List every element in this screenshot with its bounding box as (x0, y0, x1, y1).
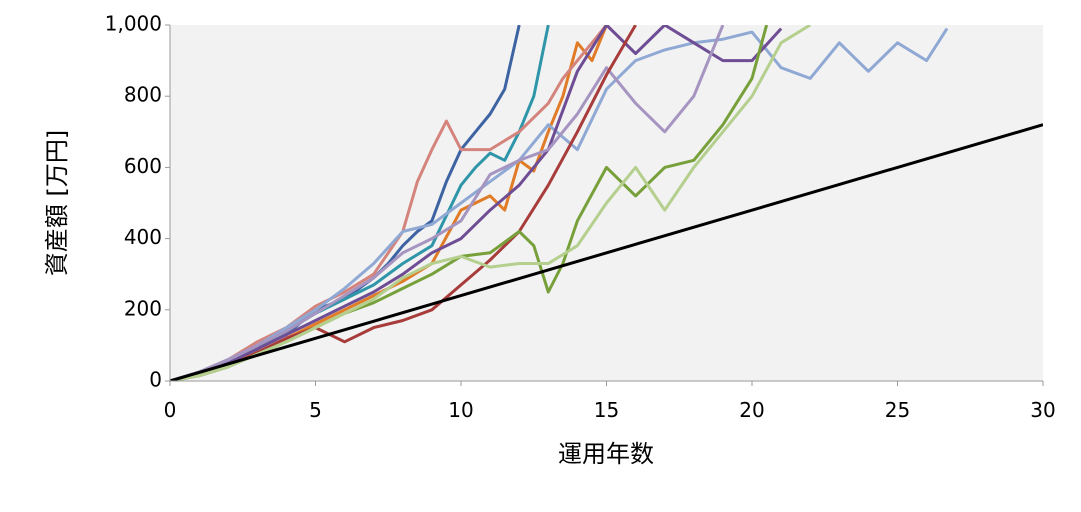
series-line (170, 25, 783, 381)
y-axis-label: 資産額 [万円] (43, 130, 71, 276)
x-tick-label: 25 (885, 398, 910, 422)
x-axis-label: 運用年数 (558, 440, 654, 468)
y-tick-label: 200 (124, 296, 162, 320)
y-tick-label: 400 (124, 225, 162, 249)
x-tick-label: 5 (309, 398, 322, 422)
x-tick-label: 30 (1030, 398, 1055, 422)
y-tick-label: 600 (124, 154, 162, 178)
x-tick-label: 10 (448, 398, 473, 422)
x-tick-label: 0 (164, 398, 177, 422)
series-line (170, 25, 725, 381)
y-tick-label: 800 (124, 83, 162, 107)
y-tick-label: 1,000 (105, 12, 162, 36)
x-tick-label: 15 (594, 398, 619, 422)
series-line (170, 25, 608, 381)
y-tick-label: 0 (149, 368, 162, 392)
series-line (170, 27, 949, 381)
x-tick-label: 20 (739, 398, 764, 422)
series-line (170, 25, 811, 381)
series-line (170, 123, 1043, 381)
